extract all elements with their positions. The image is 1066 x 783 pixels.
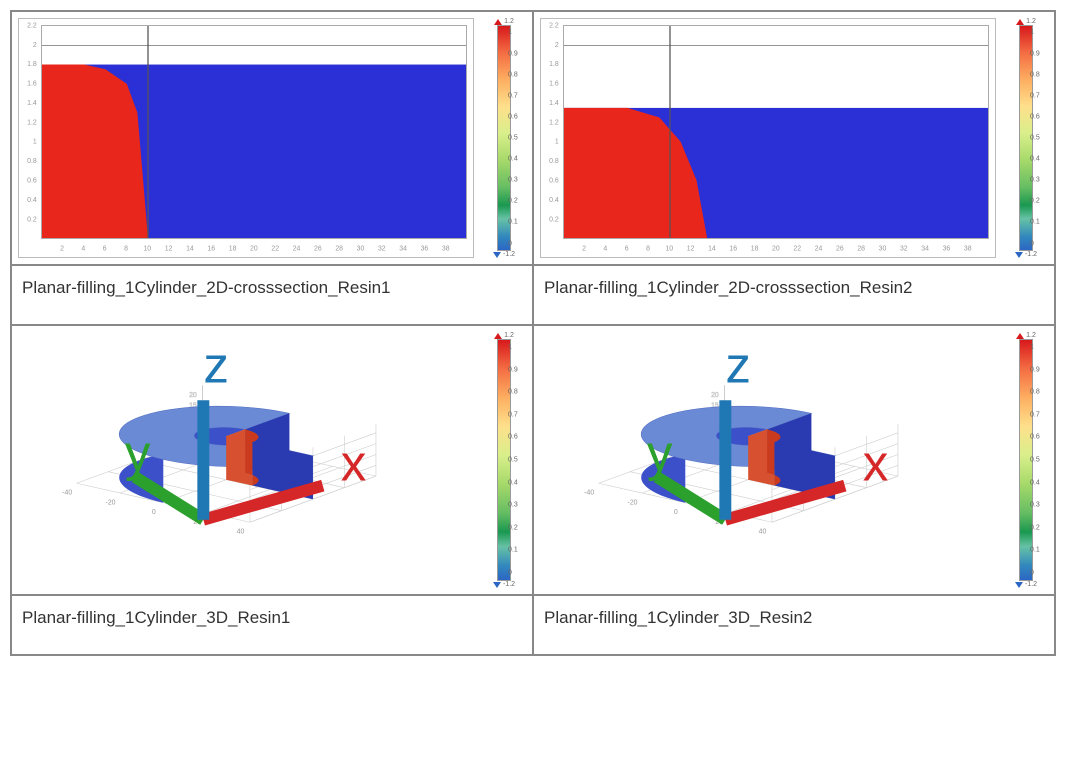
svg-text:1.8: 1.8 — [27, 61, 37, 68]
colorbar-3d-a: 1.2 -1.2 10.90.80.70.60.50.40.30.20.10 — [482, 332, 526, 588]
svg-text:34: 34 — [399, 246, 407, 253]
svg-text:16: 16 — [729, 246, 737, 253]
svg-text:26: 26 — [314, 246, 322, 253]
svg-text:0.4: 0.4 — [27, 197, 37, 204]
svg-text:0.8: 0.8 — [27, 158, 37, 165]
svg-text:2: 2 — [60, 246, 64, 253]
colorbar-b: 1.2 -1.2 10.90.80.70.60.50.40.30.20.10 — [1004, 18, 1048, 258]
svg-text:20: 20 — [250, 246, 258, 253]
svg-text:4: 4 — [603, 246, 607, 253]
svg-text:z: z — [725, 336, 751, 393]
figure-grid: 24681012141618202224262830323436380.20.4… — [10, 10, 1056, 656]
svg-text:1: 1 — [33, 139, 37, 146]
svg-text:6: 6 — [625, 246, 629, 253]
svg-text:38: 38 — [442, 246, 450, 253]
svg-text:28: 28 — [857, 246, 865, 253]
svg-text:2.2: 2.2 — [549, 22, 559, 29]
plot-2d-b: 24681012141618202224262830323436380.20.4… — [540, 18, 996, 258]
plot-2d-a: 24681012141618202224262830323436380.20.4… — [18, 18, 474, 258]
svg-text:1.4: 1.4 — [549, 100, 559, 107]
cell-3d-resin2: 05101520-40-2002040 xyz 1.2 -1.2 10.90.8… — [533, 325, 1055, 595]
svg-text:8: 8 — [646, 246, 650, 253]
svg-text:z: z — [203, 336, 229, 393]
svg-text:10: 10 — [665, 246, 673, 253]
svg-text:22: 22 — [271, 246, 279, 253]
plot-3d-a: 05101520-40-2002040 xyz — [18, 332, 474, 588]
svg-text:30: 30 — [357, 246, 365, 253]
axis-triad-icon: x yz — [540, 332, 996, 588]
svg-text:24: 24 — [293, 246, 301, 253]
axis-triad-icon: x yz — [18, 332, 474, 588]
svg-text:14: 14 — [708, 246, 716, 253]
svg-text:34: 34 — [921, 246, 929, 253]
svg-text:12: 12 — [165, 246, 173, 253]
colorbar-a: 1.2 -1.2 10.90.80.70.60.50.40.30.20.10 — [482, 18, 526, 258]
svg-text:36: 36 — [943, 246, 951, 253]
caption-3d-resin2: Planar-filling_1Cylinder_3D_Resin2 — [533, 595, 1055, 655]
caption-2d-resin1: Planar-filling_1Cylinder_2D-crosssection… — [11, 265, 533, 325]
svg-text:2: 2 — [33, 42, 37, 49]
svg-text:0.6: 0.6 — [27, 178, 37, 185]
svg-text:1.4: 1.4 — [27, 100, 37, 107]
svg-text:2: 2 — [582, 246, 586, 253]
svg-text:30: 30 — [879, 246, 887, 253]
caption-3d-resin1: Planar-filling_1Cylinder_3D_Resin1 — [11, 595, 533, 655]
svg-text:26: 26 — [836, 246, 844, 253]
svg-text:1.6: 1.6 — [27, 81, 37, 88]
svg-text:32: 32 — [900, 246, 908, 253]
cell-3d-resin1: 05101520-40-2002040 xyz 1.2 -1.2 10.90.8… — [11, 325, 533, 595]
svg-text:22: 22 — [793, 246, 801, 253]
caption-2d-resin2: Planar-filling_1Cylinder_2D-crosssection… — [533, 265, 1055, 325]
colorbar-3d-b: 1.2 -1.2 10.90.80.70.60.50.40.30.20.10 — [1004, 332, 1048, 588]
svg-text:4: 4 — [81, 246, 85, 253]
svg-text:24: 24 — [815, 246, 823, 253]
svg-text:0.8: 0.8 — [549, 158, 559, 165]
svg-text:1.2: 1.2 — [549, 119, 559, 126]
svg-text:1.8: 1.8 — [549, 61, 559, 68]
svg-text:38: 38 — [964, 246, 972, 253]
svg-text:32: 32 — [378, 246, 386, 253]
svg-text:0.2: 0.2 — [549, 216, 559, 223]
svg-text:0.6: 0.6 — [549, 178, 559, 185]
svg-text:16: 16 — [207, 246, 215, 253]
svg-text:x: x — [341, 434, 367, 491]
svg-text:28: 28 — [335, 246, 343, 253]
svg-text:0.4: 0.4 — [549, 197, 559, 204]
svg-text:1.6: 1.6 — [549, 81, 559, 88]
svg-text:18: 18 — [229, 246, 237, 253]
svg-text:20: 20 — [772, 246, 780, 253]
cell-2d-resin1: 24681012141618202224262830323436380.20.4… — [11, 11, 533, 265]
svg-text:14: 14 — [186, 246, 194, 253]
svg-text:1: 1 — [555, 139, 559, 146]
svg-text:x: x — [863, 434, 889, 491]
svg-text:1.2: 1.2 — [27, 119, 37, 126]
svg-text:6: 6 — [103, 246, 107, 253]
svg-text:y: y — [647, 425, 673, 482]
svg-text:2: 2 — [555, 42, 559, 49]
svg-text:10: 10 — [143, 246, 151, 253]
cell-2d-resin2: 24681012141618202224262830323436380.20.4… — [533, 11, 1055, 265]
svg-text:0.2: 0.2 — [27, 216, 37, 223]
svg-text:8: 8 — [124, 246, 128, 253]
svg-text:36: 36 — [421, 246, 429, 253]
svg-text:2.2: 2.2 — [27, 22, 37, 29]
svg-text:18: 18 — [751, 246, 759, 253]
svg-text:y: y — [125, 425, 151, 482]
svg-text:12: 12 — [687, 246, 695, 253]
plot-3d-b: 05101520-40-2002040 xyz — [540, 332, 996, 588]
